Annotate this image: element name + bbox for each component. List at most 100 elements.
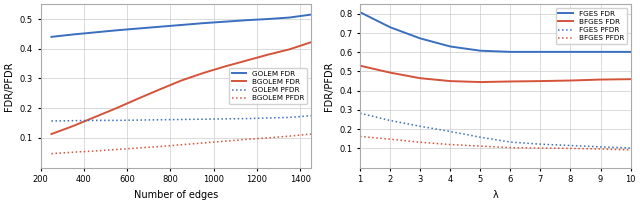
BFGES FDR xyxy=(596,78,604,81)
BGOLEM PFDR xyxy=(221,140,228,142)
GOLEM FDR xyxy=(156,26,163,28)
BGOLEM PFDR xyxy=(113,148,120,151)
GOLEM FDR xyxy=(264,18,271,20)
FGES FDR xyxy=(536,51,544,53)
FGES PFDR xyxy=(596,146,604,148)
BGOLEM FDR xyxy=(264,53,271,56)
GOLEM FDR xyxy=(113,29,120,32)
BFGES PFDR xyxy=(627,149,634,151)
GOLEM PFDR xyxy=(264,117,271,119)
FGES PFDR xyxy=(387,119,394,122)
BFGES PFDR xyxy=(506,146,514,149)
GOLEM FDR xyxy=(91,31,99,34)
BGOLEM FDR xyxy=(307,41,315,43)
BGOLEM PFDR xyxy=(264,137,271,139)
BGOLEM FDR xyxy=(134,98,142,100)
BFGES PFDR xyxy=(477,145,484,147)
BGOLEM FDR xyxy=(199,72,207,74)
GOLEM FDR xyxy=(134,27,142,30)
FGES PFDR xyxy=(506,141,514,143)
GOLEM PFDR xyxy=(199,118,207,120)
FGES FDR xyxy=(387,26,394,29)
BGOLEM PFDR xyxy=(199,142,207,144)
FGES FDR xyxy=(596,51,604,53)
BFGES FDR xyxy=(627,78,634,80)
BGOLEM FDR xyxy=(156,88,163,91)
BFGES PFDR xyxy=(596,148,604,150)
GOLEM FDR xyxy=(47,36,55,38)
BGOLEM PFDR xyxy=(307,133,315,135)
BGOLEM FDR xyxy=(221,65,228,68)
BGOLEM FDR xyxy=(91,116,99,118)
Line: BGOLEM FDR: BGOLEM FDR xyxy=(51,42,311,134)
Line: GOLEM PFDR: GOLEM PFDR xyxy=(51,116,311,121)
FGES FDR xyxy=(566,51,574,53)
GOLEM FDR xyxy=(285,16,293,19)
GOLEM FDR xyxy=(69,33,77,36)
FGES FDR xyxy=(356,11,364,13)
BFGES PFDR xyxy=(536,147,544,149)
BGOLEM FDR xyxy=(113,107,120,109)
BGOLEM PFDR xyxy=(156,145,163,148)
FGES FDR xyxy=(627,51,634,53)
BFGES FDR xyxy=(506,80,514,83)
GOLEM PFDR xyxy=(307,114,315,117)
BGOLEM FDR xyxy=(69,125,77,127)
GOLEM PFDR xyxy=(134,119,142,121)
FGES FDR xyxy=(506,51,514,53)
GOLEM FDR xyxy=(221,20,228,23)
X-axis label: Number of edges: Number of edges xyxy=(134,190,218,200)
FGES PFDR xyxy=(447,130,454,133)
FGES FDR xyxy=(417,37,424,40)
FGES PFDR xyxy=(536,143,544,145)
BFGES PFDR xyxy=(566,147,574,150)
GOLEM PFDR xyxy=(243,117,250,120)
BFGES FDR xyxy=(477,81,484,83)
BFGES FDR xyxy=(447,80,454,82)
GOLEM PFDR xyxy=(285,116,293,119)
GOLEM PFDR xyxy=(177,118,185,121)
BFGES FDR xyxy=(417,77,424,79)
FGES PFDR xyxy=(627,147,634,149)
Legend: FGES FDR, BFGES FDR, FGES PFDR, BFGES PFDR: FGES FDR, BFGES FDR, FGES PFDR, BFGES PF… xyxy=(556,8,627,44)
Y-axis label: FDR/PFDR: FDR/PFDR xyxy=(4,61,14,111)
Line: BFGES PFDR: BFGES PFDR xyxy=(360,136,630,150)
BGOLEM PFDR xyxy=(91,150,99,152)
BFGES FDR xyxy=(536,80,544,82)
BGOLEM FDR xyxy=(47,133,55,135)
BFGES PFDR xyxy=(447,143,454,146)
X-axis label: λ: λ xyxy=(492,190,498,200)
FGES PFDR xyxy=(477,136,484,139)
BGOLEM PFDR xyxy=(47,152,55,155)
Line: BFGES FDR: BFGES FDR xyxy=(360,66,630,82)
BGOLEM FDR xyxy=(243,59,250,62)
Line: GOLEM FDR: GOLEM FDR xyxy=(51,14,311,37)
FGES PFDR xyxy=(566,144,574,147)
BFGES PFDR xyxy=(417,141,424,143)
GOLEM PFDR xyxy=(91,119,99,122)
FGES PFDR xyxy=(417,125,424,128)
FGES FDR xyxy=(477,50,484,52)
BGOLEM PFDR xyxy=(69,151,77,153)
BFGES FDR xyxy=(356,64,364,67)
GOLEM PFDR xyxy=(113,119,120,122)
BFGES FDR xyxy=(566,79,574,82)
GOLEM FDR xyxy=(243,19,250,21)
BGOLEM PFDR xyxy=(243,138,250,141)
FGES FDR xyxy=(447,45,454,48)
BGOLEM PFDR xyxy=(285,135,293,137)
GOLEM FDR xyxy=(199,22,207,24)
BGOLEM FDR xyxy=(285,48,293,51)
Line: FGES FDR: FGES FDR xyxy=(360,12,630,52)
Legend: GOLEM FDR, BGOLEM FDR, GOLEM PFDR, BGOLEM PFDR: GOLEM FDR, BGOLEM FDR, GOLEM PFDR, BGOLE… xyxy=(229,68,307,104)
BFGES PFDR xyxy=(356,135,364,138)
GOLEM PFDR xyxy=(69,120,77,122)
GOLEM PFDR xyxy=(156,119,163,121)
BFGES FDR xyxy=(387,71,394,74)
BGOLEM PFDR xyxy=(177,144,185,146)
GOLEM PFDR xyxy=(221,118,228,120)
BGOLEM PFDR xyxy=(134,147,142,149)
BFGES PFDR xyxy=(387,138,394,140)
GOLEM FDR xyxy=(177,24,185,26)
FGES PFDR xyxy=(356,112,364,114)
